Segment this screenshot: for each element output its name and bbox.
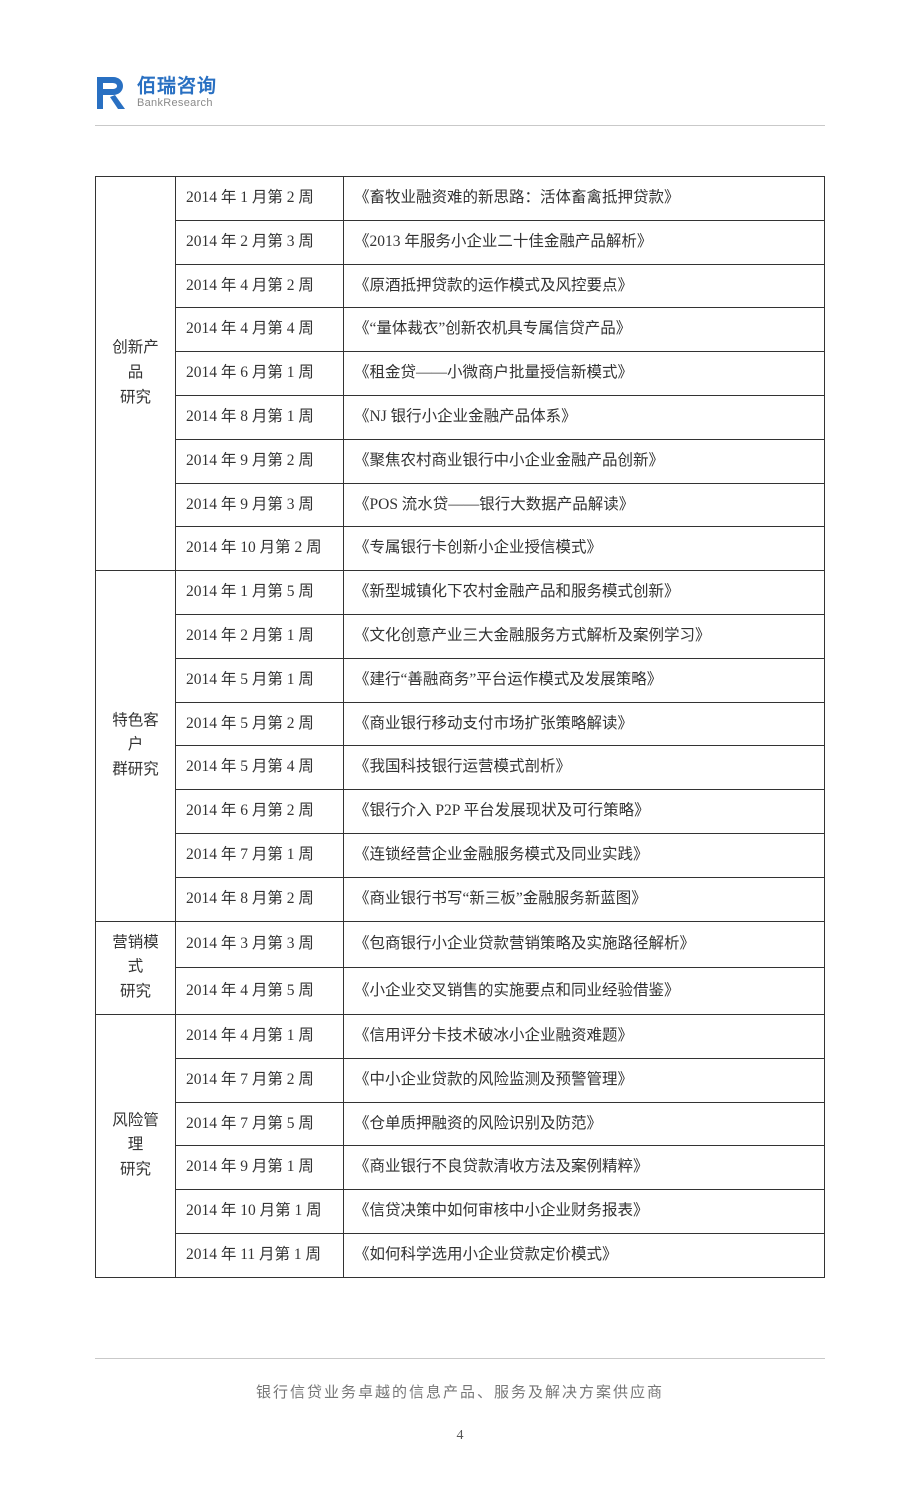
table-row: 创新产品研究2014 年 1 月第 2 周《畜牧业融资难的新思路：活体畜禽抵押贷…	[96, 177, 825, 221]
date-cell: 2014 年 11 月第 1 周	[176, 1233, 344, 1277]
table-row: 2014 年 5 月第 1 周《建行“善融商务”平台运作模式及发展策略》	[96, 658, 825, 702]
date-cell: 2014 年 4 月第 1 周	[176, 1014, 344, 1058]
title-cell: 《小企业交叉销售的实施要点和同业经验借鉴》	[344, 968, 825, 1015]
date-cell: 2014 年 7 月第 1 周	[176, 833, 344, 877]
title-cell: 《银行介入 P2P 平台发展现状及可行策略》	[344, 790, 825, 834]
title-cell: 《“量体裁衣”创新农机具专属信贷产品》	[344, 308, 825, 352]
title-cell: 《新型城镇化下农村金融产品和服务模式创新》	[344, 571, 825, 615]
logo-english: BankResearch	[137, 97, 217, 109]
footer-tagline: 银行信贷业务卓越的信息产品、服务及解决方案供应商	[95, 1381, 825, 1405]
title-cell: 《原酒抵押贷款的运作模式及风控要点》	[344, 264, 825, 308]
category-cell: 风险管理研究	[96, 1014, 176, 1277]
page-number: 4	[95, 1425, 825, 1447]
document-page: 佰瑞咨询 BankResearch 创新产品研究2014 年 1 月第 2 周《…	[0, 0, 920, 1487]
date-cell: 2014 年 9 月第 1 周	[176, 1146, 344, 1190]
table-row: 2014 年 7 月第 2 周《中小企业贷款的风险监测及预警管理》	[96, 1058, 825, 1102]
title-cell: 《文化创意产业三大金融服务方式解析及案例学习》	[344, 614, 825, 658]
date-cell: 2014 年 10 月第 2 周	[176, 527, 344, 571]
table-row: 2014 年 4 月第 5 周《小企业交叉销售的实施要点和同业经验借鉴》	[96, 968, 825, 1015]
date-cell: 2014 年 5 月第 2 周	[176, 702, 344, 746]
title-cell: 《商业银行移动支付市场扩张策略解读》	[344, 702, 825, 746]
logo-text: 佰瑞咨询 BankResearch	[137, 77, 217, 110]
date-cell: 2014 年 4 月第 2 周	[176, 264, 344, 308]
table-row: 2014 年 4 月第 4 周《“量体裁衣”创新农机具专属信贷产品》	[96, 308, 825, 352]
date-cell: 2014 年 9 月第 2 周	[176, 439, 344, 483]
date-cell: 2014 年 6 月第 1 周	[176, 352, 344, 396]
title-cell: 《POS 流水贷——银行大数据产品解读》	[344, 483, 825, 527]
title-cell: 《畜牧业融资难的新思路：活体畜禽抵押贷款》	[344, 177, 825, 221]
research-table: 创新产品研究2014 年 1 月第 2 周《畜牧业融资难的新思路：活体畜禽抵押贷…	[95, 176, 825, 1278]
table-row: 2014 年 5 月第 2 周《商业银行移动支付市场扩张策略解读》	[96, 702, 825, 746]
category-cell: 营销模式研究	[96, 921, 176, 1014]
header-divider	[95, 125, 825, 126]
date-cell: 2014 年 5 月第 4 周	[176, 746, 344, 790]
title-cell: 《聚焦农村商业银行中小企业金融产品创新》	[344, 439, 825, 483]
category-cell: 特色客户群研究	[96, 571, 176, 921]
date-cell: 2014 年 7 月第 2 周	[176, 1058, 344, 1102]
table-row: 2014 年 11 月第 1 周《如何科学选用小企业贷款定价模式》	[96, 1233, 825, 1277]
table-row: 2014 年 2 月第 1 周《文化创意产业三大金融服务方式解析及案例学习》	[96, 614, 825, 658]
table-row: 2014 年 9 月第 3 周《POS 流水贷——银行大数据产品解读》	[96, 483, 825, 527]
title-cell: 《NJ 银行小企业金融产品体系》	[344, 395, 825, 439]
table-row: 2014 年 6 月第 2 周《银行介入 P2P 平台发展现状及可行策略》	[96, 790, 825, 834]
table-row: 2014 年 2 月第 3 周《2013 年服务小企业二十佳金融产品解析》	[96, 220, 825, 264]
date-cell: 2014 年 4 月第 4 周	[176, 308, 344, 352]
date-cell: 2014 年 7 月第 5 周	[176, 1102, 344, 1146]
date-cell: 2014 年 3 月第 3 周	[176, 921, 344, 968]
title-cell: 《信贷决策中如何审核中小企业财务报表》	[344, 1190, 825, 1234]
title-cell: 《租金贷——小微商户批量授信新模式》	[344, 352, 825, 396]
title-cell: 《建行“善融商务”平台运作模式及发展策略》	[344, 658, 825, 702]
date-cell: 2014 年 6 月第 2 周	[176, 790, 344, 834]
table-row: 2014 年 6 月第 1 周《租金贷——小微商户批量授信新模式》	[96, 352, 825, 396]
table-row: 2014 年 10 月第 2 周《专属银行卡创新小企业授信模式》	[96, 527, 825, 571]
table-row: 2014 年 4 月第 2 周《原酒抵押贷款的运作模式及风控要点》	[96, 264, 825, 308]
title-cell: 《如何科学选用小企业贷款定价模式》	[344, 1233, 825, 1277]
table-row: 2014 年 7 月第 1 周《连锁经营企业金融服务模式及同业实践》	[96, 833, 825, 877]
date-cell: 2014 年 1 月第 5 周	[176, 571, 344, 615]
table-row: 2014 年 8 月第 1 周《NJ 银行小企业金融产品体系》	[96, 395, 825, 439]
date-cell: 2014 年 8 月第 2 周	[176, 877, 344, 921]
table-row: 营销模式研究2014 年 3 月第 3 周《包商银行小企业贷款营销策略及实施路径…	[96, 921, 825, 968]
logo-mark-icon	[95, 75, 129, 111]
date-cell: 2014 年 9 月第 3 周	[176, 483, 344, 527]
footer-divider	[95, 1358, 825, 1359]
table-row: 风险管理研究2014 年 4 月第 1 周《信用评分卡技术破冰小企业融资难题》	[96, 1014, 825, 1058]
table-row: 2014 年 5 月第 4 周《我国科技银行运营模式剖析》	[96, 746, 825, 790]
title-cell: 《我国科技银行运营模式剖析》	[344, 746, 825, 790]
date-cell: 2014 年 5 月第 1 周	[176, 658, 344, 702]
date-cell: 2014 年 10 月第 1 周	[176, 1190, 344, 1234]
title-cell: 《信用评分卡技术破冰小企业融资难题》	[344, 1014, 825, 1058]
logo-chinese: 佰瑞咨询	[137, 77, 217, 98]
title-cell: 《商业银行不良贷款清收方法及案例精粹》	[344, 1146, 825, 1190]
title-cell: 《连锁经营企业金融服务模式及同业实践》	[344, 833, 825, 877]
date-cell: 2014 年 4 月第 5 周	[176, 968, 344, 1015]
table-row: 2014 年 7 月第 5 周《仓单质押融资的风险识别及防范》	[96, 1102, 825, 1146]
title-cell: 《中小企业贷款的风险监测及预警管理》	[344, 1058, 825, 1102]
table-row: 2014 年 9 月第 2 周《聚焦农村商业银行中小企业金融产品创新》	[96, 439, 825, 483]
title-cell: 《仓单质押融资的风险识别及防范》	[344, 1102, 825, 1146]
category-cell: 创新产品研究	[96, 177, 176, 571]
title-cell: 《2013 年服务小企业二十佳金融产品解析》	[344, 220, 825, 264]
title-cell: 《商业银行书写“新三板”金融服务新蓝图》	[344, 877, 825, 921]
table-row: 2014 年 9 月第 1 周《商业银行不良贷款清收方法及案例精粹》	[96, 1146, 825, 1190]
table-row: 特色客户群研究2014 年 1 月第 5 周《新型城镇化下农村金融产品和服务模式…	[96, 571, 825, 615]
date-cell: 2014 年 2 月第 3 周	[176, 220, 344, 264]
table-row: 2014 年 8 月第 2 周《商业银行书写“新三板”金融服务新蓝图》	[96, 877, 825, 921]
date-cell: 2014 年 2 月第 1 周	[176, 614, 344, 658]
title-cell: 《包商银行小企业贷款营销策略及实施路径解析》	[344, 921, 825, 968]
logo: 佰瑞咨询 BankResearch	[95, 75, 825, 111]
date-cell: 2014 年 8 月第 1 周	[176, 395, 344, 439]
table-row: 2014 年 10 月第 1 周《信贷决策中如何审核中小企业财务报表》	[96, 1190, 825, 1234]
date-cell: 2014 年 1 月第 2 周	[176, 177, 344, 221]
title-cell: 《专属银行卡创新小企业授信模式》	[344, 527, 825, 571]
